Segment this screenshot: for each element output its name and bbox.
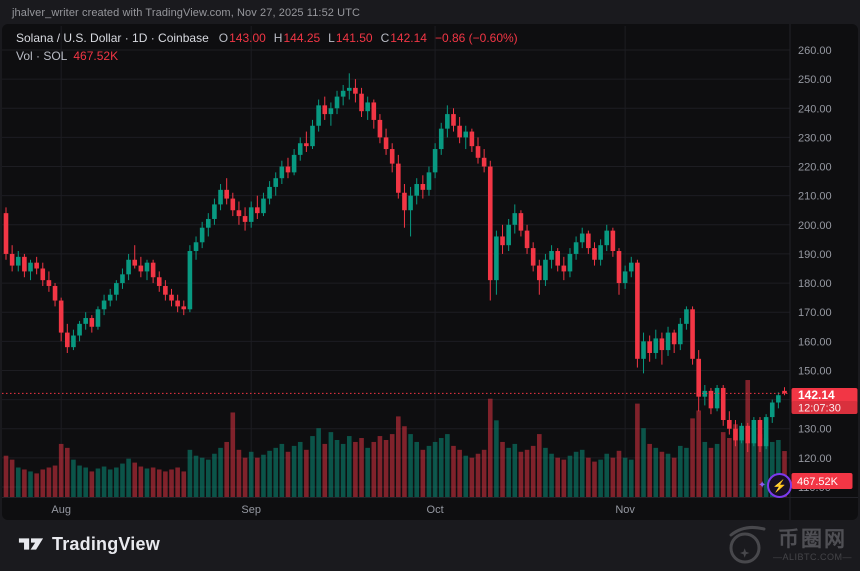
month-tick-label: Sep [241, 504, 261, 516]
last-price-value: 142.14 [798, 388, 835, 402]
tradingview-wordmark: TradingView [52, 533, 160, 554]
ohlc-value: 144.25 [283, 31, 321, 45]
attribution-text: jhalver_writer created with TradingView.… [12, 7, 361, 19]
chart-panel [2, 24, 858, 520]
tradingview-logo[interactable]: TradingView [18, 532, 160, 556]
sparkle-icon: ✦ [758, 480, 767, 491]
price-tick-label: 230.00 [798, 132, 832, 144]
ohlc-row: Solana / U.S. Dollar · 1D · Coinbase O143… [16, 31, 518, 45]
ohlc-label: O [218, 31, 229, 45]
price-tick-label: 160.00 [798, 336, 832, 348]
ohlc-value: 142.14 [390, 31, 427, 45]
price-tick-label: 150.00 [798, 365, 832, 377]
volume-label: Vol · SOL [16, 49, 68, 63]
change-value: −0.86 (−0.60%) [434, 31, 518, 45]
candles [3, 73, 787, 453]
symbol-legend: Solana / U.S. Dollar · 1D · Coinbase O143… [16, 31, 518, 63]
month-tick-label: Nov [615, 504, 635, 516]
price-tick-label: 180.00 [798, 278, 832, 290]
price-tick-label: 210.00 [798, 191, 832, 203]
price-tick-label: 170.00 [798, 307, 832, 319]
last-volume-label: 467.52K [791, 473, 853, 489]
price-axis[interactable]: 260.00 250.00 240.00 230.00 220.00 210.00 200.… [798, 45, 832, 494]
tradingview-mark-icon [18, 538, 44, 550]
price-tick-label: 260.00 [798, 45, 832, 57]
ohlc-label: H [273, 31, 283, 45]
time-axis[interactable]: Aug Sep Oct Nov [51, 504, 635, 516]
volume-bars [3, 380, 787, 497]
month-tick-label: Aug [51, 504, 71, 516]
watermark-chinese-text: 币圈网 [777, 527, 847, 551]
price-tick-label: 250.00 [798, 74, 832, 86]
bar-countdown: 12:07:30 [798, 403, 841, 415]
price-tick-label: 200.00 [798, 220, 832, 232]
symbol-title: Solana / U.S. Dollar · 1D · Coinbase [16, 31, 209, 45]
price-tick-label: 240.00 [798, 103, 832, 115]
ohlc-value: 143.00 [229, 31, 266, 45]
grid-lines [2, 26, 790, 497]
last-volume-value: 467.52K [797, 476, 839, 488]
watermark-logo-icon [729, 526, 766, 564]
boost-badge: ✦ ⚡ [758, 472, 794, 498]
price-tick-label: 130.00 [798, 424, 832, 436]
price-tick-label: 120.00 [798, 453, 832, 465]
ohlc-value: 141.50 [335, 31, 373, 45]
site-watermark: 币圈网 —ALIBTC.COM— [723, 522, 852, 568]
watermark-domain-text: —ALIBTC.COM— [772, 551, 852, 562]
lightning-badge-icon: ⚡ [767, 473, 792, 498]
volume-row: Vol · SOL 467.52K [16, 49, 518, 63]
volume-value: 467.52K [73, 49, 119, 63]
price-tick-label: 190.00 [798, 249, 832, 261]
ohlc-label: C [380, 31, 390, 45]
month-tick-label: Oct [427, 504, 444, 516]
footer-bar: TradingView 币圈网 —ALIBTC.COM— [0, 520, 860, 571]
price-tick-label: 220.00 [798, 162, 832, 174]
ohlc-label: L [328, 31, 335, 45]
